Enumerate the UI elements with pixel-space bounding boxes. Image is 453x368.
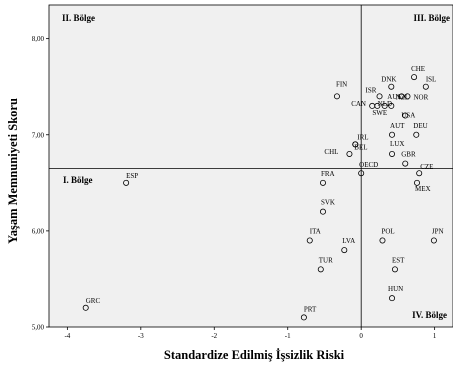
point-label-isr: ISR: [366, 86, 377, 94]
point-label-irl: IRL: [357, 133, 368, 141]
data-point-fin: [333, 93, 340, 100]
x-axis-title: Standardize Edilmiş İşsizlik Riski: [164, 348, 345, 362]
point-label-nld: NLD: [378, 100, 392, 108]
x-tick-label: -1: [285, 332, 291, 340]
point-label-cze: CZE: [420, 163, 433, 171]
point-label-jpn: JPN: [432, 227, 444, 235]
point-label-aut: AUT: [390, 122, 405, 130]
data-point-mex: [414, 179, 421, 186]
data-point-nld: [381, 102, 388, 109]
data-point-hun: [389, 295, 396, 302]
plot-area: [48, 4, 453, 328]
point-label-dnk: DNK: [381, 76, 396, 84]
point-label-lva: LVA: [342, 237, 355, 245]
data-point-jpn: [430, 237, 437, 244]
point-label-prt: PRT: [304, 305, 317, 313]
data-point-pol: [379, 237, 386, 244]
data-point-deu: [413, 131, 420, 138]
point-label-fin: FIN: [336, 80, 347, 88]
data-point-prt: [300, 314, 307, 321]
data-point-aus: [388, 102, 395, 109]
y-tick-label: 5,00: [32, 324, 45, 332]
point-label-oecd: OECD: [359, 161, 378, 169]
point-label-chl: CHL: [324, 148, 338, 156]
point-label-che: CHE: [411, 65, 425, 73]
point-label-swe: SWE: [372, 109, 387, 117]
data-point-swe: [374, 102, 381, 109]
y-axis-title: Yaşam Memnuniyeti Skoru: [6, 98, 20, 244]
quadrant-label-3: III. Bölge: [413, 13, 450, 23]
quadrant-label-1: I. Bölge: [63, 175, 93, 185]
data-point-che: [411, 74, 418, 81]
x-tick-label: -2: [211, 332, 217, 340]
point-label-bel: BEL: [354, 143, 367, 151]
data-point-nzl: [398, 93, 405, 100]
x-tick-label: 0: [359, 332, 363, 340]
data-point-ita: [306, 237, 313, 244]
data-point-usa: [402, 112, 409, 119]
point-label-nzl: NZL: [396, 93, 410, 101]
y-tick-label: 6,00: [32, 227, 45, 235]
y-tick-label: 7,00: [32, 131, 45, 139]
data-point-lva: [341, 247, 348, 254]
data-point-fra: [319, 179, 326, 186]
point-label-usa: USA: [401, 112, 415, 120]
data-point-nor: [404, 93, 411, 100]
data-point-bel: [352, 141, 359, 148]
point-label-hun: HUN: [388, 285, 403, 293]
point-label-grc: GRC: [86, 297, 101, 305]
data-point-tur: [317, 266, 324, 273]
x-tick-label: -4: [64, 332, 70, 340]
point-label-aus: AUS: [387, 93, 401, 101]
point-label-lux: LUX: [390, 140, 404, 148]
point-label-pol: POL: [381, 227, 394, 235]
point-label-ita: ITA: [310, 227, 321, 235]
data-point-esp: [123, 179, 130, 186]
point-label-deu: DEU: [413, 122, 427, 130]
point-label-esp: ESP: [126, 172, 138, 180]
point-label-gbr: GBR: [401, 151, 416, 159]
data-point-oecd: [358, 170, 365, 177]
data-point-cze: [416, 170, 423, 177]
quadrant-label-2: II. Bölge: [62, 13, 95, 23]
data-point-est: [391, 266, 398, 273]
point-label-tur: TUR: [319, 256, 333, 264]
point-label-fra: FRA: [321, 170, 335, 178]
data-point-lux: [389, 150, 396, 157]
point-label-isl: ISL: [426, 76, 437, 84]
data-point-isl: [422, 83, 429, 90]
point-label-mex: MEX: [415, 185, 431, 193]
point-label-svk: SVK: [321, 199, 335, 207]
point-label-can: CAN: [351, 100, 366, 108]
x-tick-label: 1: [433, 332, 437, 340]
x-axis-ticks: -4 -3 -2 -1 0 1: [64, 327, 437, 340]
x-tick-label: -3: [138, 332, 144, 340]
point-label-est: EST: [392, 256, 405, 264]
data-point-grc: [82, 304, 89, 311]
data-point-dnk: [388, 83, 395, 90]
data-point-aut: [389, 131, 396, 138]
data-point-gbr: [402, 160, 409, 167]
data-point-isr: [376, 93, 383, 100]
quadrant-label-4: IV. Bölge: [412, 310, 447, 320]
y-tick-label: 8,00: [32, 35, 45, 43]
y-axis-ticks: 5,00 6,00 7,00 8,00: [32, 35, 49, 332]
point-label-nor: NOR: [413, 93, 428, 101]
data-point-svk: [319, 208, 326, 215]
data-point-chl: [346, 150, 353, 157]
